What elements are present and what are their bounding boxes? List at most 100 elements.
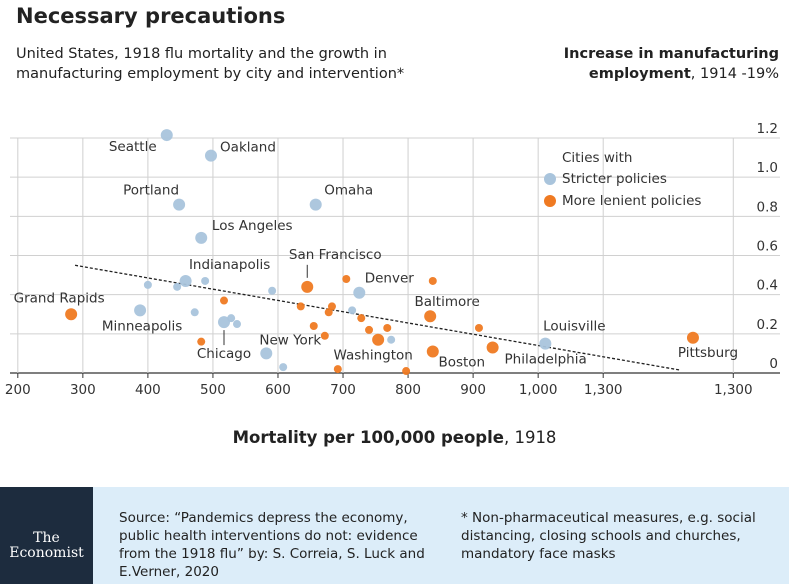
point <box>190 308 199 317</box>
point-label: San Francisco <box>289 247 382 263</box>
point <box>320 331 329 340</box>
x-axis-label: Mortality per 100,000 people, 1918 <box>0 428 789 447</box>
point <box>296 302 305 311</box>
y-axis-label: Increase in manufacturing employment, 19… <box>519 44 779 84</box>
logo-line: The <box>33 530 60 546</box>
chart-subtitle: United States, 1918 flu mortality and th… <box>16 46 405 82</box>
point <box>233 320 242 329</box>
legend-label: More lenient policies <box>562 193 701 209</box>
point <box>327 302 336 311</box>
point <box>383 323 392 332</box>
point <box>357 314 366 323</box>
point-label: Philadelphia <box>505 352 587 368</box>
logo-line: Economist <box>9 545 84 561</box>
point-label: Portland <box>123 183 179 199</box>
footer: The Economist Source: “Pandemics depress … <box>0 487 789 584</box>
point-label: Los Angeles <box>212 218 293 234</box>
point-label: Seattle <box>109 139 157 155</box>
x-tick-label: 1,000 <box>519 382 558 398</box>
x-tick-label: 1,300 <box>584 382 623 398</box>
point <box>348 306 357 315</box>
x-tick-label: 200 <box>5 382 31 398</box>
point-label: Omaha <box>324 183 373 199</box>
y-tick-label: 0.8 <box>757 199 778 215</box>
point-label: Pittsburg <box>678 345 738 361</box>
point <box>201 276 210 285</box>
chart-title: Necessary precautions <box>16 4 286 28</box>
x-tick-label: 800 <box>395 382 421 398</box>
point-label: Boston <box>438 354 485 370</box>
footnote: * Non-pharmaceutical measures, e.g. soci… <box>461 510 756 562</box>
point <box>309 198 322 211</box>
logo: The Economist <box>0 487 93 584</box>
point-label: New York <box>259 332 321 348</box>
point <box>173 198 186 211</box>
point <box>387 335 396 344</box>
point <box>65 308 78 321</box>
point <box>143 280 152 289</box>
point <box>219 296 228 305</box>
point <box>227 314 236 323</box>
y-tick-label: 0.6 <box>757 239 778 255</box>
x-tick-label: 1,300 <box>714 382 753 398</box>
x-tick-label: 700 <box>330 382 356 398</box>
point-label: Louisville <box>543 319 605 335</box>
point-label: Minneapolis <box>102 318 182 334</box>
point <box>204 149 217 162</box>
source: Source: “Pandemics depress the economy, … <box>119 510 425 580</box>
point <box>173 282 182 291</box>
point <box>686 331 699 344</box>
x-tick-label: 300 <box>70 382 96 398</box>
point <box>539 337 552 350</box>
point <box>428 276 437 285</box>
trend-line <box>74 264 681 371</box>
x-tick-label: 500 <box>200 382 226 398</box>
point <box>160 129 173 142</box>
legend-title: Cities with <box>562 150 633 166</box>
legend-swatch <box>544 173 556 185</box>
point-label: Washington <box>333 348 412 364</box>
y-tick-label: 0.4 <box>757 278 778 294</box>
point-label: Indianapolis <box>189 257 270 273</box>
point <box>486 341 499 354</box>
point <box>372 333 385 346</box>
point-label: Chicago <box>197 346 251 362</box>
x-tick-label: 900 <box>460 382 486 398</box>
x-axis-label-rest: , 1918 <box>503 428 557 447</box>
point <box>134 304 147 317</box>
legend-swatch <box>544 195 556 207</box>
y-tick-label: 1.0 <box>757 160 778 176</box>
point <box>474 323 483 332</box>
point <box>402 367 411 376</box>
x-tick-label: 400 <box>135 382 161 398</box>
point <box>424 310 437 323</box>
point-label: Baltimore <box>415 294 480 310</box>
point <box>426 345 439 358</box>
point-label: Oakland <box>220 140 276 156</box>
x-axis-label-bold: Mortality per 100,000 people <box>232 428 504 447</box>
point <box>197 337 206 346</box>
chart: 0 0.2 0.4 0.6 0.8 1.0 1.2 200 300 400 500 600 700 800… <box>5 121 780 398</box>
point <box>333 365 342 374</box>
point <box>301 280 314 293</box>
point-label: Grand Rapids <box>14 290 105 306</box>
point <box>195 231 208 244</box>
y-tick-label: 0 <box>769 356 778 372</box>
point <box>279 363 288 372</box>
y-axis-label-bold: Increase in manufacturing employment <box>563 46 779 82</box>
x-tick-label: 600 <box>265 382 291 398</box>
legend-label: Stricter policies <box>562 171 667 187</box>
y-tick-label: 1.2 <box>757 121 778 137</box>
point <box>324 308 333 317</box>
y-tick-label: 0.2 <box>757 317 778 333</box>
point <box>217 316 230 329</box>
point-label: Denver <box>365 271 415 287</box>
point <box>179 274 192 287</box>
point <box>309 322 318 330</box>
point <box>365 325 374 334</box>
point <box>353 286 366 299</box>
point <box>260 347 273 360</box>
point <box>268 286 277 295</box>
y-axis-label-rest: , 1914 -19% <box>690 66 779 82</box>
